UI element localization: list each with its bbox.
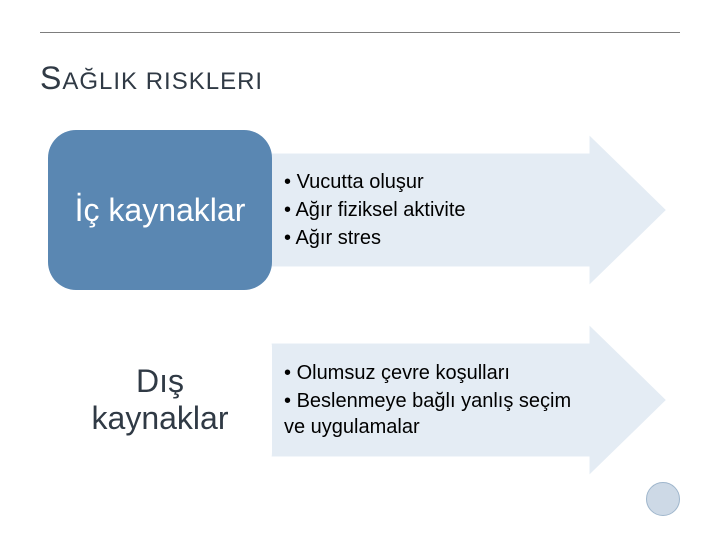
bullet-item: Ağır fiziksel aktivite: [284, 197, 584, 223]
title-first-char: S: [40, 60, 62, 96]
bullets-external-sources: Olumsuz çevre koşulları Beslenmeye bağlı…: [284, 358, 584, 442]
bullet-item: Beslenmeye bağlı yanlış seçim ve uygulam…: [284, 388, 584, 440]
slide-title: SAĞLIK RISKLERI: [40, 60, 263, 97]
title-rest: AĞLIK RISKLERI: [62, 68, 263, 95]
bullets-internal-sources: Vucutta oluşur Ağır fiziksel aktivite Ağ…: [284, 167, 584, 253]
pill-label: İç kaynaklar: [75, 192, 246, 229]
row-external-sources: Dış kaynaklar Olumsuz çevre koşulları Be…: [48, 320, 672, 480]
pill-label: Dış kaynaklar: [64, 363, 256, 437]
bullet-item: Vucutta oluşur: [284, 169, 584, 195]
row-internal-sources: İç kaynaklar Vucutta oluşur Ağır fizikse…: [48, 130, 672, 290]
pill-internal-sources: İç kaynaklar: [48, 130, 272, 290]
pill-external-sources: Dış kaynaklar: [48, 320, 272, 480]
bullet-item: Olumsuz çevre koşulları: [284, 360, 584, 386]
bullet-item: Ağır stres: [284, 225, 584, 251]
top-rule: [40, 32, 680, 33]
corner-dot-icon: [646, 482, 680, 516]
